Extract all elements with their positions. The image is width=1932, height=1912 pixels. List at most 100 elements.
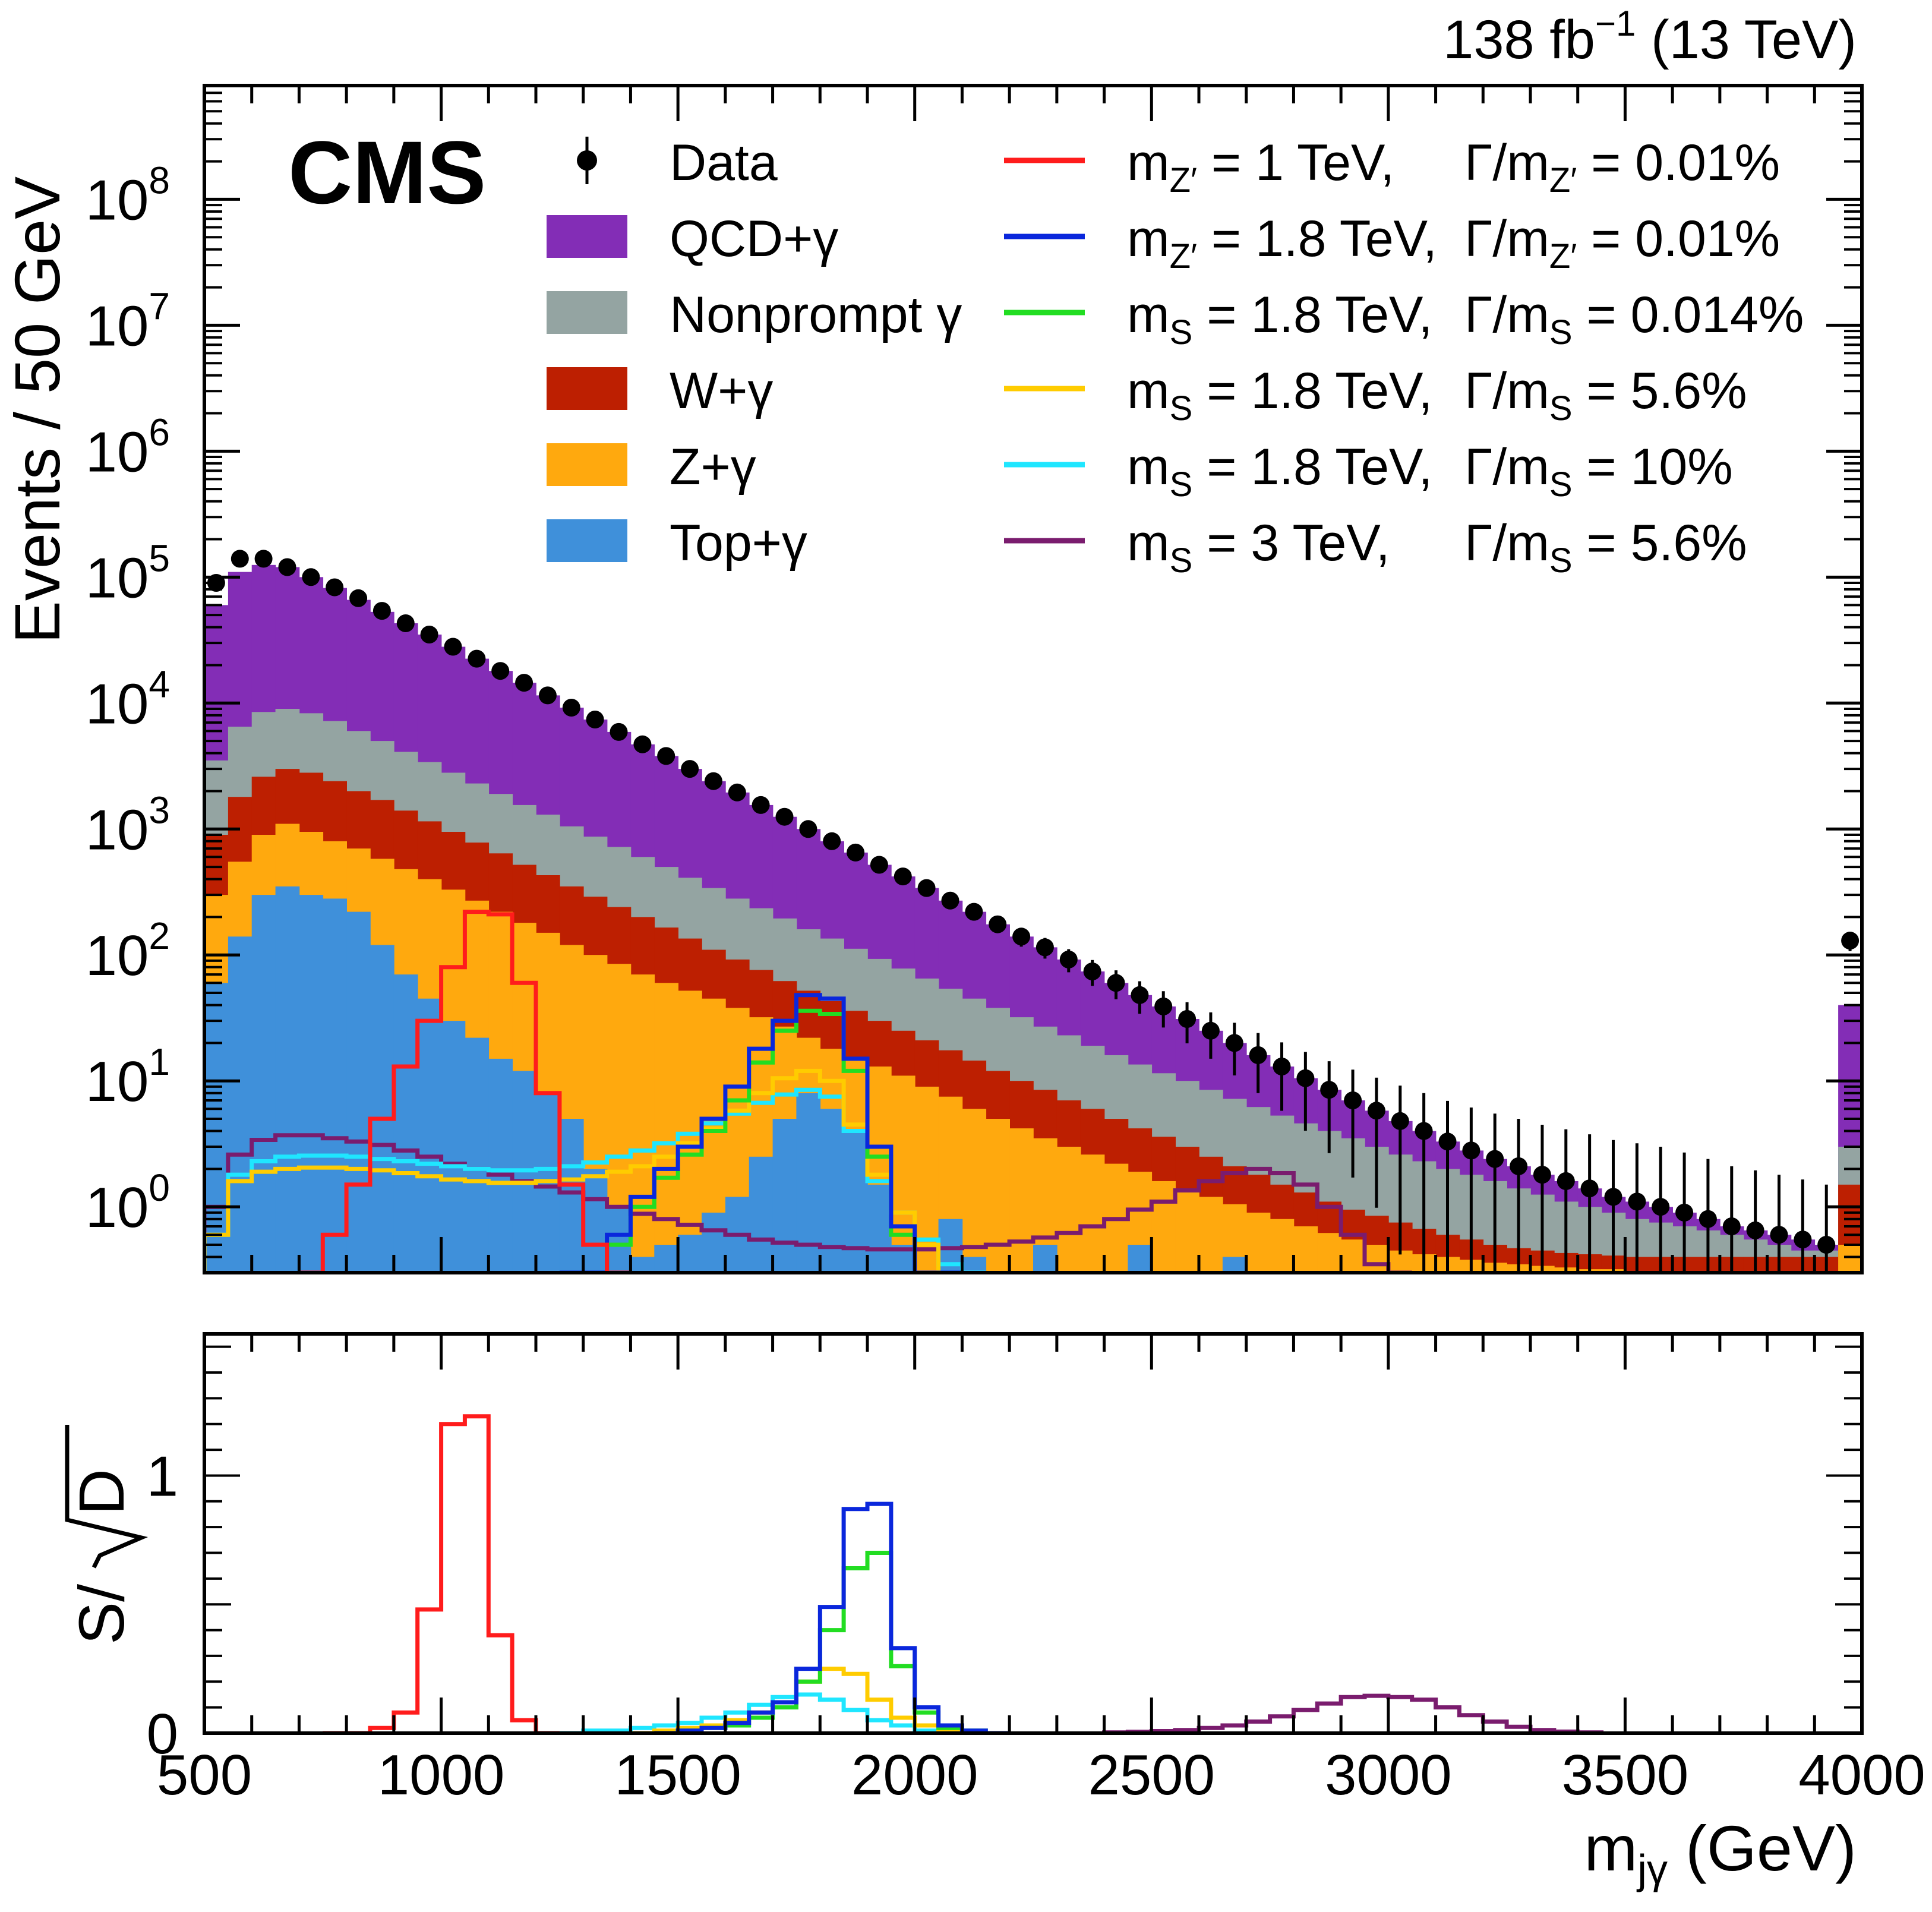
data-points bbox=[207, 550, 1860, 1273]
topgamma-bin bbox=[393, 974, 418, 1273]
y-tick-exp: 4 bbox=[149, 662, 170, 705]
data-point bbox=[1770, 1226, 1788, 1244]
y-tick-label: 105 bbox=[86, 537, 170, 610]
data-point bbox=[1391, 1112, 1409, 1130]
lumi-value: 138 bbox=[1443, 10, 1535, 70]
x-tick-label: 3000 bbox=[1325, 1743, 1452, 1807]
data-point bbox=[1746, 1221, 1764, 1239]
y-tick-label: 107 bbox=[86, 285, 170, 358]
topgamma-bin bbox=[559, 1119, 584, 1273]
data-point bbox=[1817, 1236, 1836, 1254]
zgamma-bin bbox=[891, 1075, 916, 1273]
data-point bbox=[302, 568, 320, 586]
data-point bbox=[1107, 974, 1125, 992]
legend-label-topgamma: Top+γ bbox=[670, 515, 807, 572]
y-tick-base: 10 bbox=[86, 1050, 149, 1113]
topgamma-bin bbox=[630, 1257, 655, 1273]
legend-swatch-topgamma bbox=[547, 519, 627, 562]
data-point bbox=[491, 662, 510, 680]
topgamma-bin bbox=[323, 898, 347, 1273]
x-axis-label-sub: jγ bbox=[1636, 1846, 1668, 1892]
topgamma-bin bbox=[867, 1184, 892, 1273]
y-tick-exp: 7 bbox=[149, 285, 170, 327]
topgamma-bin bbox=[465, 1037, 490, 1273]
zgamma-bin bbox=[1151, 1181, 1176, 1273]
data-point bbox=[1462, 1141, 1480, 1160]
zgamma-bin bbox=[1199, 1197, 1223, 1273]
legend-mass-sig_zp1: mZ′ = 1 TeV, bbox=[1127, 134, 1394, 200]
y-tick-base: 10 bbox=[86, 420, 149, 484]
data-point bbox=[752, 796, 770, 814]
sig_s3-ratio-curve bbox=[1102, 1693, 1604, 1733]
data-point bbox=[1580, 1179, 1599, 1198]
ratio-frame bbox=[203, 1332, 1864, 1735]
data-point bbox=[444, 638, 462, 656]
data-point bbox=[562, 699, 580, 717]
data-point bbox=[1699, 1210, 1717, 1228]
data-point bbox=[823, 832, 841, 850]
legend-mass-sig_s3: mS = 3 TeV, bbox=[1127, 515, 1390, 580]
data-point bbox=[989, 915, 1007, 933]
data-point bbox=[1059, 950, 1078, 968]
zgamma-bin bbox=[1317, 1233, 1341, 1273]
zgamma-bin bbox=[1838, 1245, 1862, 1273]
top-frame bbox=[203, 84, 1864, 1274]
data-point bbox=[941, 891, 959, 910]
topgamma-bin bbox=[370, 945, 394, 1273]
legend-label-qcd: QCD+γ bbox=[670, 210, 838, 267]
data-point bbox=[1722, 1217, 1741, 1235]
zgamma-bin bbox=[1009, 1128, 1034, 1273]
legend-mass-sig_zp18: mZ′ = 1.8 TeV, bbox=[1127, 210, 1437, 276]
data-point bbox=[326, 578, 344, 597]
topgamma-bin bbox=[844, 1131, 868, 1273]
topgamma-bin bbox=[204, 983, 229, 1273]
zgamma-bin bbox=[1175, 1188, 1199, 1273]
legend-data-marker bbox=[577, 150, 597, 171]
ratio-ylabel-prefix: S/ bbox=[65, 1584, 137, 1645]
data-point bbox=[1320, 1081, 1338, 1099]
data-point bbox=[870, 856, 888, 874]
background-stack bbox=[204, 564, 1862, 1273]
data-point bbox=[1510, 1157, 1528, 1175]
y-tick-exp: 5 bbox=[149, 537, 170, 579]
data-point bbox=[1201, 1021, 1220, 1040]
data-point bbox=[917, 879, 936, 897]
topgamma-bin bbox=[299, 895, 324, 1273]
y-tick-base: 10 bbox=[86, 798, 149, 862]
data-point bbox=[396, 614, 415, 632]
data-point bbox=[1557, 1172, 1575, 1190]
topgamma-bin bbox=[678, 1235, 702, 1273]
y-tick-exp: 2 bbox=[149, 914, 170, 957]
sqrt-sign bbox=[65, 1425, 149, 1569]
data-point bbox=[1083, 963, 1101, 980]
data-point bbox=[1178, 1010, 1197, 1028]
x-tick-label: 4000 bbox=[1798, 1743, 1925, 1807]
topgamma-bin bbox=[654, 1245, 678, 1273]
ratio-ylabel: S/ D bbox=[65, 1425, 149, 1645]
legend-width-sig_zp18: Γ/mZ′ = 0.01% bbox=[1464, 210, 1780, 276]
legend-swatch-qcd bbox=[547, 215, 627, 258]
x-axis-label-unit: (GeV) bbox=[1668, 1812, 1857, 1884]
topgamma-bin bbox=[275, 886, 300, 1273]
sig_s18_10-curve bbox=[204, 1087, 986, 1273]
zgamma-bin bbox=[1080, 1154, 1105, 1273]
legend-mass-sig_s18_narrow: mS = 1.8 TeV, bbox=[1127, 286, 1432, 352]
data-point bbox=[1154, 997, 1173, 1015]
y-tick-exp: 1 bbox=[149, 1040, 170, 1083]
y-tick-label: 108 bbox=[86, 159, 170, 232]
legend-swatch-zgamma bbox=[547, 443, 627, 486]
data-point bbox=[633, 735, 652, 753]
x-tick-label: 2000 bbox=[851, 1743, 978, 1807]
y-tick-base: 10 bbox=[86, 294, 149, 358]
legend-signals: mZ′ = 1 TeV, Γ/mZ′ = 0.01% mZ′ = 1.8 TeV, Γ… bbox=[1004, 134, 1804, 580]
data-point bbox=[1628, 1192, 1646, 1211]
topgamma-bin bbox=[772, 1119, 797, 1273]
zgamma-bin bbox=[630, 974, 655, 1273]
y-tick-label: 101 bbox=[86, 1040, 170, 1113]
zgamma-bin bbox=[1270, 1219, 1295, 1273]
legend-width-sig_s3: Γ/mS = 5.6% bbox=[1464, 515, 1747, 580]
legend-label-nonprompt: Nonprompt γ bbox=[670, 286, 962, 343]
legend-width-sig_zp1: Γ/mZ′ = 0.01% bbox=[1464, 134, 1780, 200]
zgamma-bin bbox=[914, 1086, 939, 1273]
